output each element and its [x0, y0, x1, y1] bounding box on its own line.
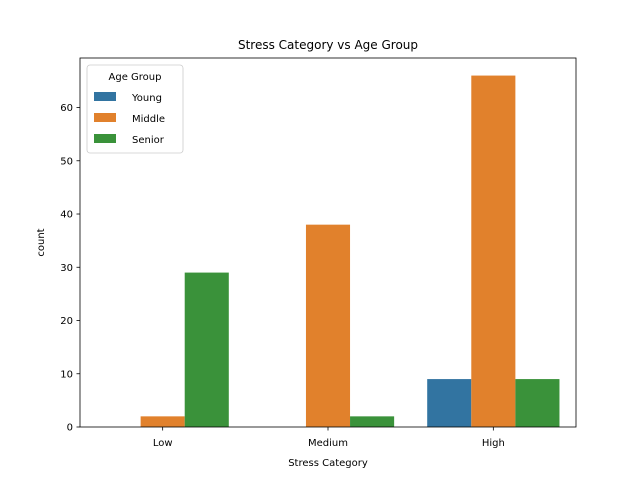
- bar-senior-low: [184, 272, 229, 427]
- y-tick-label: 40: [60, 210, 73, 221]
- bar-middle-high: [471, 75, 516, 428]
- y-axis-ticks: 0 10 20 30 40 50 60: [60, 103, 80, 434]
- x-axis-label: Stress Category: [288, 458, 368, 469]
- legend-swatch-senior: [94, 134, 116, 143]
- chart-title: Stress Category vs Age Group: [238, 38, 418, 52]
- x-axis-ticks: Low Medium High: [153, 427, 505, 449]
- y-tick-label: 10: [60, 369, 73, 380]
- x-tick-label: High: [482, 438, 505, 449]
- bar-middle-low: [140, 416, 185, 427]
- bar-senior-high: [515, 379, 560, 427]
- legend-label-middle: Middle: [132, 114, 165, 125]
- bar-young-high: [427, 379, 472, 427]
- legend: Age Group Young Middle Senior: [86, 64, 184, 154]
- bar-middle-medium: [305, 224, 351, 427]
- y-tick-label: 60: [60, 103, 73, 114]
- bars: [140, 75, 560, 428]
- x-tick-label: Medium: [308, 438, 348, 449]
- legend-label-young: Young: [131, 93, 162, 104]
- legend-label-senior: Senior: [132, 135, 165, 146]
- y-tick-label: 20: [60, 316, 73, 327]
- legend-items: Young Middle Senior: [94, 92, 165, 146]
- legend-title: Age Group: [109, 72, 162, 83]
- plot-frame: [79, 57, 577, 428]
- bar-senior-medium: [350, 416, 395, 427]
- y-tick-label: 50: [60, 156, 73, 167]
- y-tick-label: 0: [67, 423, 73, 434]
- x-tick-label: Low: [153, 438, 173, 449]
- legend-swatch-middle: [94, 113, 116, 122]
- legend-swatch-young: [94, 92, 116, 101]
- y-axis-label: count: [36, 228, 47, 256]
- legend-box: [86, 64, 184, 154]
- y-tick-label: 30: [60, 263, 73, 274]
